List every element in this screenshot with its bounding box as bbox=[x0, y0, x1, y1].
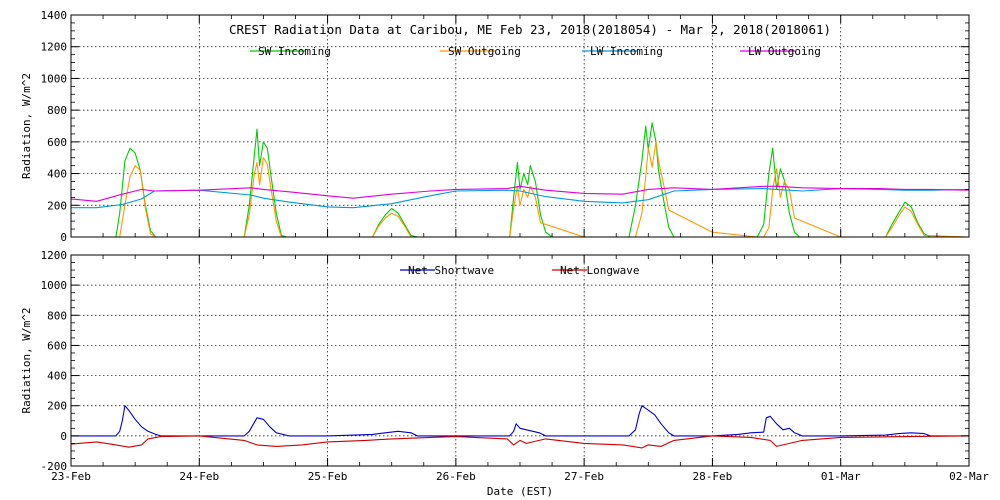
panel2-frame bbox=[70, 254, 970, 467]
panel1-ytick-label: 400 bbox=[47, 168, 67, 181]
panel2-legend-label: Net Shortwave bbox=[408, 264, 494, 277]
x-axis-label: Date (EST) bbox=[487, 485, 553, 498]
panel2-ytick-label: 0 bbox=[60, 430, 67, 443]
panel1-ytick-label: 0 bbox=[60, 231, 67, 244]
panel2-legend-label: Net Longwave bbox=[560, 264, 639, 277]
panel2-ytick-label: 400 bbox=[47, 370, 67, 383]
panel2-xtick-label: 25-Feb bbox=[308, 470, 348, 483]
panel2-ytick-label: 1000 bbox=[41, 279, 68, 292]
panel1-ytick-label: 800 bbox=[47, 104, 67, 117]
panel2-ytick-label: 800 bbox=[47, 309, 67, 322]
panel2-ytick-label: 200 bbox=[47, 400, 67, 413]
panel2-ytick-label: -200 bbox=[41, 460, 68, 473]
panel2-y-axis-label: Radiation, W/m^2 bbox=[20, 308, 33, 414]
panel2-xtick-label: 24-Feb bbox=[179, 470, 219, 483]
panel2-xtick-label: 28-Feb bbox=[693, 470, 733, 483]
panel2-series-net-longwave bbox=[70, 435, 970, 449]
panel2-xtick-label: 26-Feb bbox=[436, 470, 476, 483]
panel2-xtick-label: 01-Mar bbox=[821, 470, 861, 483]
panel1-legend-label: SW Incoming bbox=[258, 45, 331, 58]
panel1-ytick-label: 600 bbox=[47, 136, 67, 149]
panel1-series-lw-outgoing bbox=[70, 185, 970, 202]
panel1-ytick-label: 1000 bbox=[41, 72, 68, 85]
panel1-ytick-label: 1200 bbox=[41, 41, 68, 54]
panel1-legend-label: LW Incoming bbox=[590, 45, 663, 58]
chart-title: CREST Radiation Data at Caribou, ME Feb … bbox=[229, 22, 831, 37]
panel2-xtick-label: 23-Feb bbox=[51, 470, 91, 483]
panel2-ytick-label: 600 bbox=[47, 339, 67, 352]
panel1-series-sw-outgoing bbox=[71, 141, 970, 238]
panel1-ytick-label: 1400 bbox=[41, 9, 68, 22]
panel2-series-net-shortwave bbox=[71, 405, 969, 437]
panel1-ytick-label: 200 bbox=[47, 199, 67, 212]
panel2-ytick-label: 1200 bbox=[41, 249, 68, 262]
panel2-xtick-label: 02-Mar bbox=[949, 470, 989, 483]
panel1-y-axis-label: Radiation, W/m^2 bbox=[20, 73, 33, 179]
panel1-legend-label: LW Outgoing bbox=[748, 45, 821, 58]
panel2-xtick-label: 27-Feb bbox=[564, 470, 604, 483]
panel1-series-sw-incoming bbox=[71, 122, 969, 238]
panel1-legend-label: SW Outgoing bbox=[448, 45, 521, 58]
